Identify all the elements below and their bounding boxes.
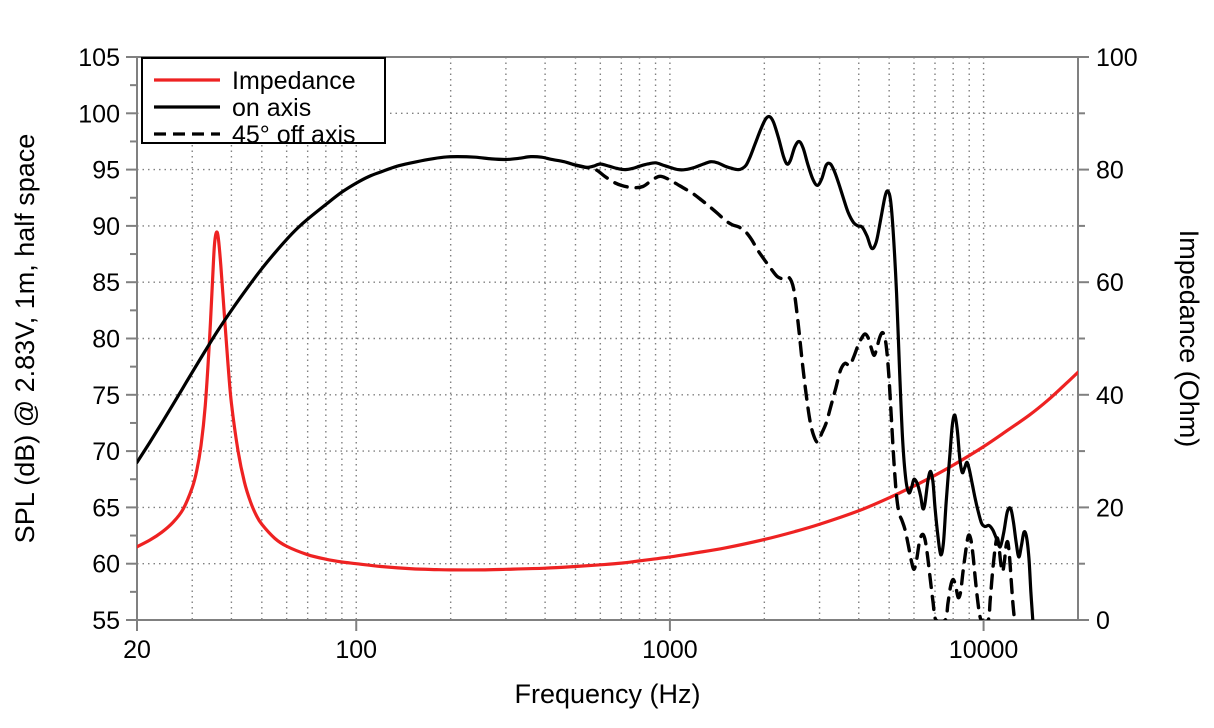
y-axis-tick-label: 75 — [92, 382, 120, 410]
x-axis-tick-label: 100 — [335, 636, 377, 664]
x-axis-title: Frequency (Hz) — [514, 679, 700, 709]
y2-axis-tick-label: 20 — [1096, 494, 1124, 522]
y-axis-tick-label: 95 — [92, 157, 120, 185]
axis-ticks — [126, 56, 1089, 631]
y-axis-tick-label: 65 — [92, 494, 120, 522]
x-axis-tick-label: 10000 — [949, 636, 1019, 664]
x-axis-tick-label: 1000 — [642, 636, 698, 664]
y-axis-tick-label: 55 — [92, 607, 120, 635]
series-line-on-axis — [137, 114, 1035, 620]
y2-axis-tick-label: 40 — [1096, 382, 1124, 410]
y-axis-tick-label: 105 — [78, 44, 120, 72]
gridlines — [136, 57, 1079, 620]
y-axis-tick-label: 90 — [92, 213, 120, 241]
y-axis-tick-label: 80 — [92, 326, 120, 354]
legend-label: 45° off axis — [232, 121, 356, 149]
legend-box — [141, 57, 386, 144]
y-axis-tick-label: 100 — [78, 100, 120, 128]
y2-axis-title: Impedance (Ohm) — [1174, 230, 1204, 448]
y2-axis-tick-label: 80 — [1096, 157, 1124, 185]
series-line-impedance — [137, 230, 1078, 572]
y-axis-tick-label: 70 — [92, 438, 120, 466]
x-axis-tick-label: 20 — [123, 636, 151, 664]
y2-axis-tick-label: 100 — [1096, 44, 1138, 72]
y-axis-tick-label: 60 — [92, 551, 120, 579]
y2-axis-tick-label: 60 — [1096, 269, 1124, 297]
data-series — [137, 114, 1078, 620]
series-line-45-off-axis — [573, 163, 1017, 620]
axis-tick-labels: 55 60 65 70 75 80 85 90 95 100 105 0 20 40 60 80 100 20 10… — [78, 44, 1137, 664]
legend-label: on axis — [232, 94, 311, 122]
y-axis-tick-label: 85 — [92, 269, 120, 297]
legend-label: Impedance — [232, 67, 356, 95]
y2-axis-tick-label: 0 — [1096, 607, 1110, 635]
axis-titles: Frequency (Hz) SPL (dB) @ 2.83V, 1m, half… — [10, 134, 1204, 709]
y-axis-title: SPL (dB) @ 2.83V, 1m, half space — [10, 134, 40, 544]
